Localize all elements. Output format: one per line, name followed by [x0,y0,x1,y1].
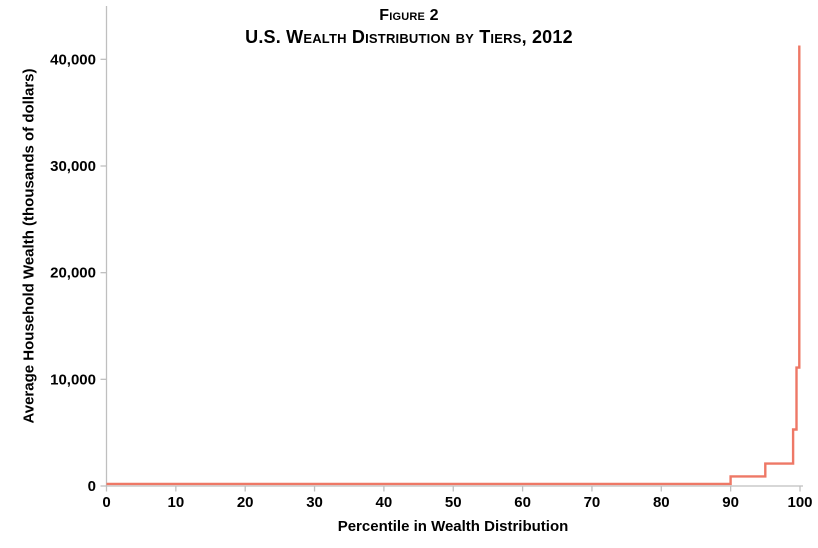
y-tick-label: 30,000 [50,158,96,175]
x-axis-title: Percentile in Wealth Distribution [337,518,569,535]
x-tick-label: 20 [237,494,254,511]
y-tick-label: 40,000 [50,51,96,68]
y-axis-title: Average Household Wealth (thousands of d… [20,68,38,424]
y-tick-label: 10,000 [50,371,96,388]
data-line [106,45,801,486]
x-tick-label: 0 [102,494,110,511]
x-tick-label: 60 [514,494,531,511]
chart-title: U.S. Wealth Distribution by Tiers, 2012 [245,27,573,47]
x-tick-label: 100 [787,494,812,511]
x-tick-label: 70 [584,494,601,511]
x-tick-label: 40 [376,494,393,511]
x-tick-label: 50 [445,494,462,511]
x-tick-label: 80 [653,494,670,511]
x-tick-label: 90 [722,494,739,511]
x-tick-label: 30 [306,494,323,511]
y-tick-label: 20,000 [50,265,96,282]
figure-number-title: Figure 2 [379,7,439,24]
y-tick-label: 0 [88,478,96,495]
x-tick-label: 10 [168,494,185,511]
